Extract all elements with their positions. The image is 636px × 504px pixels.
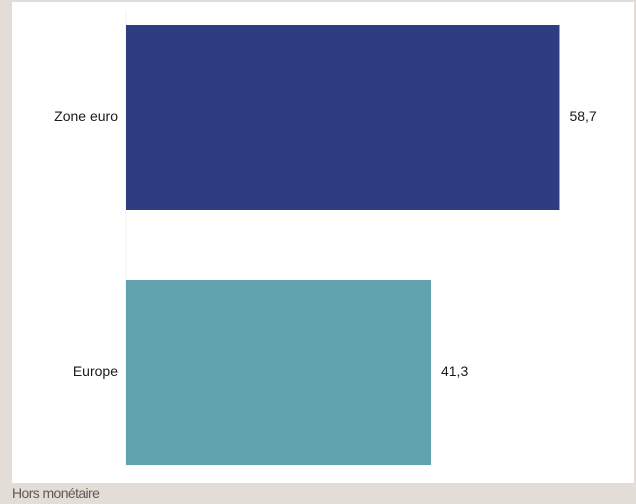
bars-layer: Zone euro 58,7 Europe 41,3	[54, 25, 597, 465]
value-label-europe: 41,3	[441, 363, 468, 379]
value-label-zone-euro: 58,7	[569, 108, 596, 124]
bar-zone-euro	[126, 25, 560, 210]
category-label-zone-euro: Zone euro	[54, 108, 118, 124]
footer-note: Hors monétaire	[12, 485, 100, 501]
bar-europe	[126, 280, 431, 465]
category-label-europe: Europe	[73, 363, 118, 379]
